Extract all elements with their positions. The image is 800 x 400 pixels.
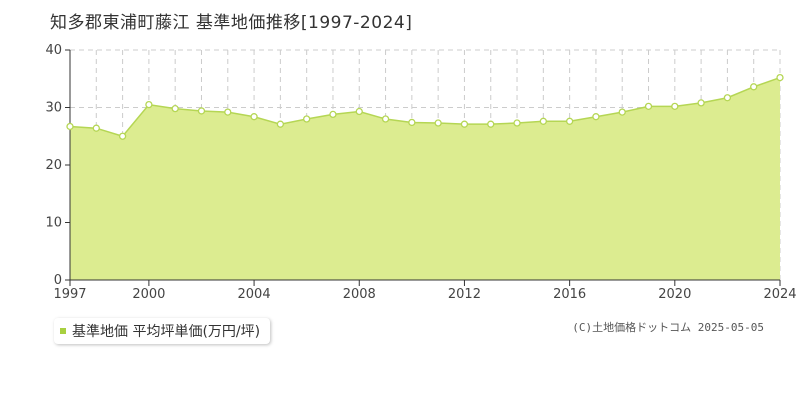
legend-label: 基準地価 平均坪単価(万円/坪) [72, 324, 261, 340]
x-tick-label: 2000 [132, 287, 165, 302]
data-point [776, 73, 784, 82]
series-line [69, 76, 781, 138]
x-tick-label: 1997 [53, 287, 86, 302]
x-tick-label: 2012 [448, 287, 481, 302]
data-point [539, 117, 547, 125]
data-point [513, 119, 521, 127]
legend: 基準地価 平均坪単価(万円/坪) [54, 318, 271, 344]
data-point [197, 107, 206, 115]
y-tick-label: 10 [45, 216, 62, 231]
data-point [171, 105, 179, 113]
series-area [70, 77, 780, 280]
x-tick-label: 2024 [763, 287, 796, 302]
axis-layer: 0 10 20 30 40 1997 2000 2004 2008 2012 2016 2020 202… [45, 43, 796, 302]
point-layer [66, 73, 784, 140]
area-layer [69, 76, 781, 280]
y-tick-label: 0 [54, 273, 62, 288]
data-point [434, 119, 442, 127]
data-point [697, 99, 705, 107]
data-point [303, 115, 311, 123]
y-tick-label: 40 [45, 43, 62, 58]
copyright-text: (C)土地価格ドットコム 2025-05-05 [572, 321, 764, 334]
x-tick-label: 2020 [658, 287, 691, 302]
y-tick-label: 20 [45, 158, 62, 173]
data-point [224, 108, 232, 116]
data-point [276, 120, 285, 128]
x-tick-label: 2008 [343, 287, 376, 302]
data-point [92, 124, 100, 132]
data-point [250, 113, 258, 121]
data-point [355, 107, 363, 116]
data-point [618, 108, 626, 116]
data-point [329, 110, 337, 119]
data-point [750, 83, 758, 91]
x-tick-label: 2004 [238, 287, 271, 302]
data-point [487, 120, 495, 128]
data-point [66, 122, 74, 131]
chart-title: 知多郡東浦町藤江 基準地価推移[1997-2024] [50, 13, 413, 33]
y-tick-label: 30 [45, 101, 62, 116]
data-point [644, 102, 653, 110]
data-point [118, 132, 127, 140]
data-point [381, 115, 390, 123]
data-point [145, 100, 153, 109]
data-point [460, 120, 469, 128]
x-tick-label: 2016 [553, 287, 586, 302]
data-point [565, 117, 574, 125]
data-point [408, 118, 416, 127]
data-point [671, 102, 679, 110]
data-point [723, 94, 732, 102]
data-point [592, 113, 600, 121]
legend-swatch-icon [60, 328, 66, 334]
